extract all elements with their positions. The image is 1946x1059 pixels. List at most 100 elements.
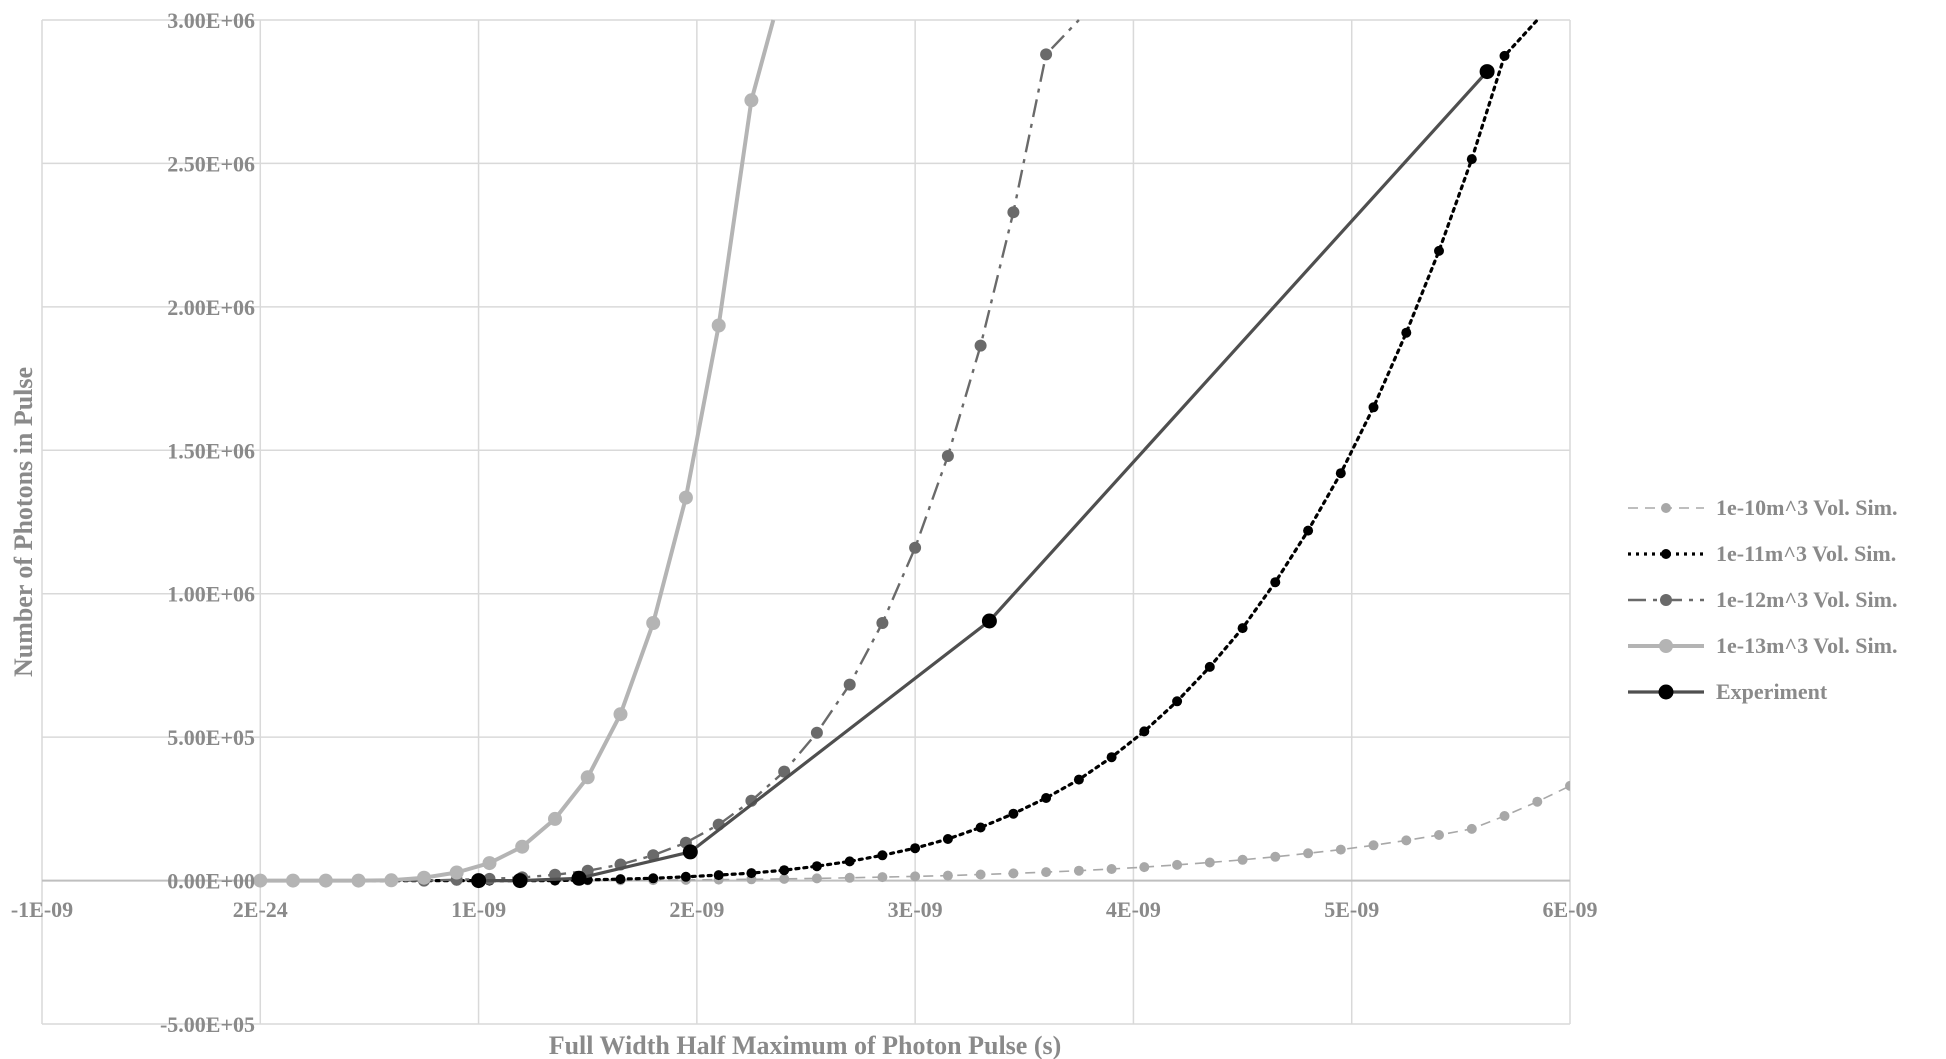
data-point bbox=[682, 844, 698, 860]
data-point bbox=[1479, 64, 1495, 80]
grid-lines bbox=[41, 19, 1571, 1025]
legend-marker bbox=[1660, 594, 1672, 606]
data-point bbox=[876, 617, 889, 629]
y-tick-label: 2.00E+06 bbox=[167, 295, 255, 320]
data-point bbox=[1270, 851, 1281, 862]
x-tick-label: 4E-09 bbox=[1106, 897, 1161, 922]
y-tick-label: -5.00E+05 bbox=[160, 1012, 255, 1037]
legend-label: Experiment bbox=[1716, 679, 1828, 704]
data-point bbox=[1303, 525, 1314, 536]
data-point bbox=[1172, 696, 1183, 707]
data-point bbox=[711, 318, 726, 333]
legend-item: Experiment bbox=[1628, 679, 1828, 704]
data-point bbox=[286, 873, 300, 888]
series-line bbox=[478, 70, 1489, 883]
data-point bbox=[744, 93, 759, 108]
data-point bbox=[1434, 830, 1444, 840]
data-point bbox=[571, 870, 587, 886]
data-point bbox=[1007, 206, 1020, 219]
series-4 bbox=[253, 19, 776, 888]
legend-label: 1e-13m^3 Vol. Sim. bbox=[1716, 633, 1897, 658]
x-tick-label: 2E-09 bbox=[669, 897, 724, 922]
data-point bbox=[417, 870, 431, 885]
data-point bbox=[942, 834, 953, 844]
data-point bbox=[384, 873, 399, 888]
data-point bbox=[515, 839, 530, 854]
data-point bbox=[1041, 867, 1052, 878]
data-point bbox=[909, 541, 922, 554]
data-point bbox=[877, 872, 888, 883]
data-point bbox=[942, 870, 953, 881]
data-point bbox=[778, 765, 791, 778]
data-point bbox=[1401, 835, 1412, 846]
data-point bbox=[779, 865, 790, 876]
data-point bbox=[910, 871, 921, 882]
data-point bbox=[1499, 811, 1510, 821]
legend-marker bbox=[1658, 684, 1674, 700]
data-point bbox=[1565, 780, 1570, 791]
data-point bbox=[974, 339, 987, 352]
data-point bbox=[1172, 859, 1183, 870]
y-tick-label: 3.00E+06 bbox=[167, 8, 255, 33]
data-point bbox=[1532, 796, 1543, 807]
data-point bbox=[613, 707, 628, 722]
x-tick-label: 3E-09 bbox=[888, 897, 943, 922]
data-point bbox=[647, 849, 660, 862]
data-point bbox=[975, 822, 986, 833]
data-point bbox=[1204, 661, 1215, 672]
y-tick-label: 5.00E+05 bbox=[167, 725, 255, 750]
data-point bbox=[1204, 857, 1215, 868]
legend-label: 1e-10m^3 Vol. Sim. bbox=[1716, 495, 1897, 520]
data-point bbox=[1499, 50, 1510, 61]
x-tick-label: 6E-09 bbox=[1543, 897, 1598, 922]
data-point bbox=[1401, 327, 1412, 338]
data-point bbox=[253, 873, 268, 888]
legend-label: 1e-11m^3 Vol. Sim. bbox=[1716, 541, 1896, 566]
data-point bbox=[981, 613, 997, 629]
legend-marker bbox=[1659, 639, 1673, 653]
data-point bbox=[1368, 840, 1379, 851]
series-line bbox=[258, 18, 1539, 883]
x-tick-label: 5E-09 bbox=[1324, 897, 1379, 922]
data-point bbox=[746, 868, 757, 879]
data-point bbox=[1139, 862, 1150, 873]
data-point bbox=[941, 450, 954, 462]
data-point bbox=[580, 770, 595, 785]
legend-item: 1e-10m^3 Vol. Sim. bbox=[1628, 495, 1897, 520]
data-point bbox=[548, 811, 562, 826]
y-tick-label: 0.00E+00 bbox=[167, 869, 255, 894]
legend-marker bbox=[1661, 503, 1671, 513]
x-tick-label: 2E-24 bbox=[233, 897, 288, 922]
data-point bbox=[1335, 468, 1346, 479]
data-point bbox=[844, 856, 855, 867]
data-point bbox=[482, 856, 497, 871]
data-point bbox=[811, 873, 822, 884]
data-point bbox=[843, 678, 856, 691]
data-point bbox=[779, 873, 790, 884]
y-axis-title: Number of Photons in Pulse bbox=[9, 367, 38, 677]
x-tick-label: 1E-09 bbox=[451, 897, 506, 922]
series-5 bbox=[471, 64, 1495, 889]
data-point bbox=[512, 873, 528, 889]
data-point bbox=[910, 843, 921, 854]
data-point bbox=[844, 872, 855, 883]
data-point bbox=[713, 870, 724, 881]
legend-item: 1e-12m^3 Vol. Sim. bbox=[1628, 587, 1897, 612]
data-point bbox=[1041, 793, 1052, 803]
series-2 bbox=[255, 18, 1539, 886]
data-point bbox=[449, 865, 464, 880]
legend-item: 1e-13m^3 Vol. Sim. bbox=[1628, 633, 1897, 658]
data-point bbox=[975, 869, 986, 880]
data-point bbox=[648, 873, 659, 884]
tick-labels: -5.00E+05 0.00E+00 5.00E+05 1.00E+06 1.50E+0… bbox=[11, 8, 1598, 1037]
data-point bbox=[810, 726, 823, 739]
x-axis-title: Full Width Half Maximum of Photon Pulse … bbox=[549, 1031, 1062, 1059]
data-point bbox=[1073, 865, 1084, 876]
data-point bbox=[1073, 774, 1084, 785]
data-point bbox=[1237, 854, 1248, 865]
y-tick-label: 1.50E+06 bbox=[167, 438, 255, 463]
x-tick-label: -1E-09 bbox=[11, 897, 73, 922]
data-point bbox=[1008, 868, 1019, 879]
data-point bbox=[1040, 48, 1053, 61]
